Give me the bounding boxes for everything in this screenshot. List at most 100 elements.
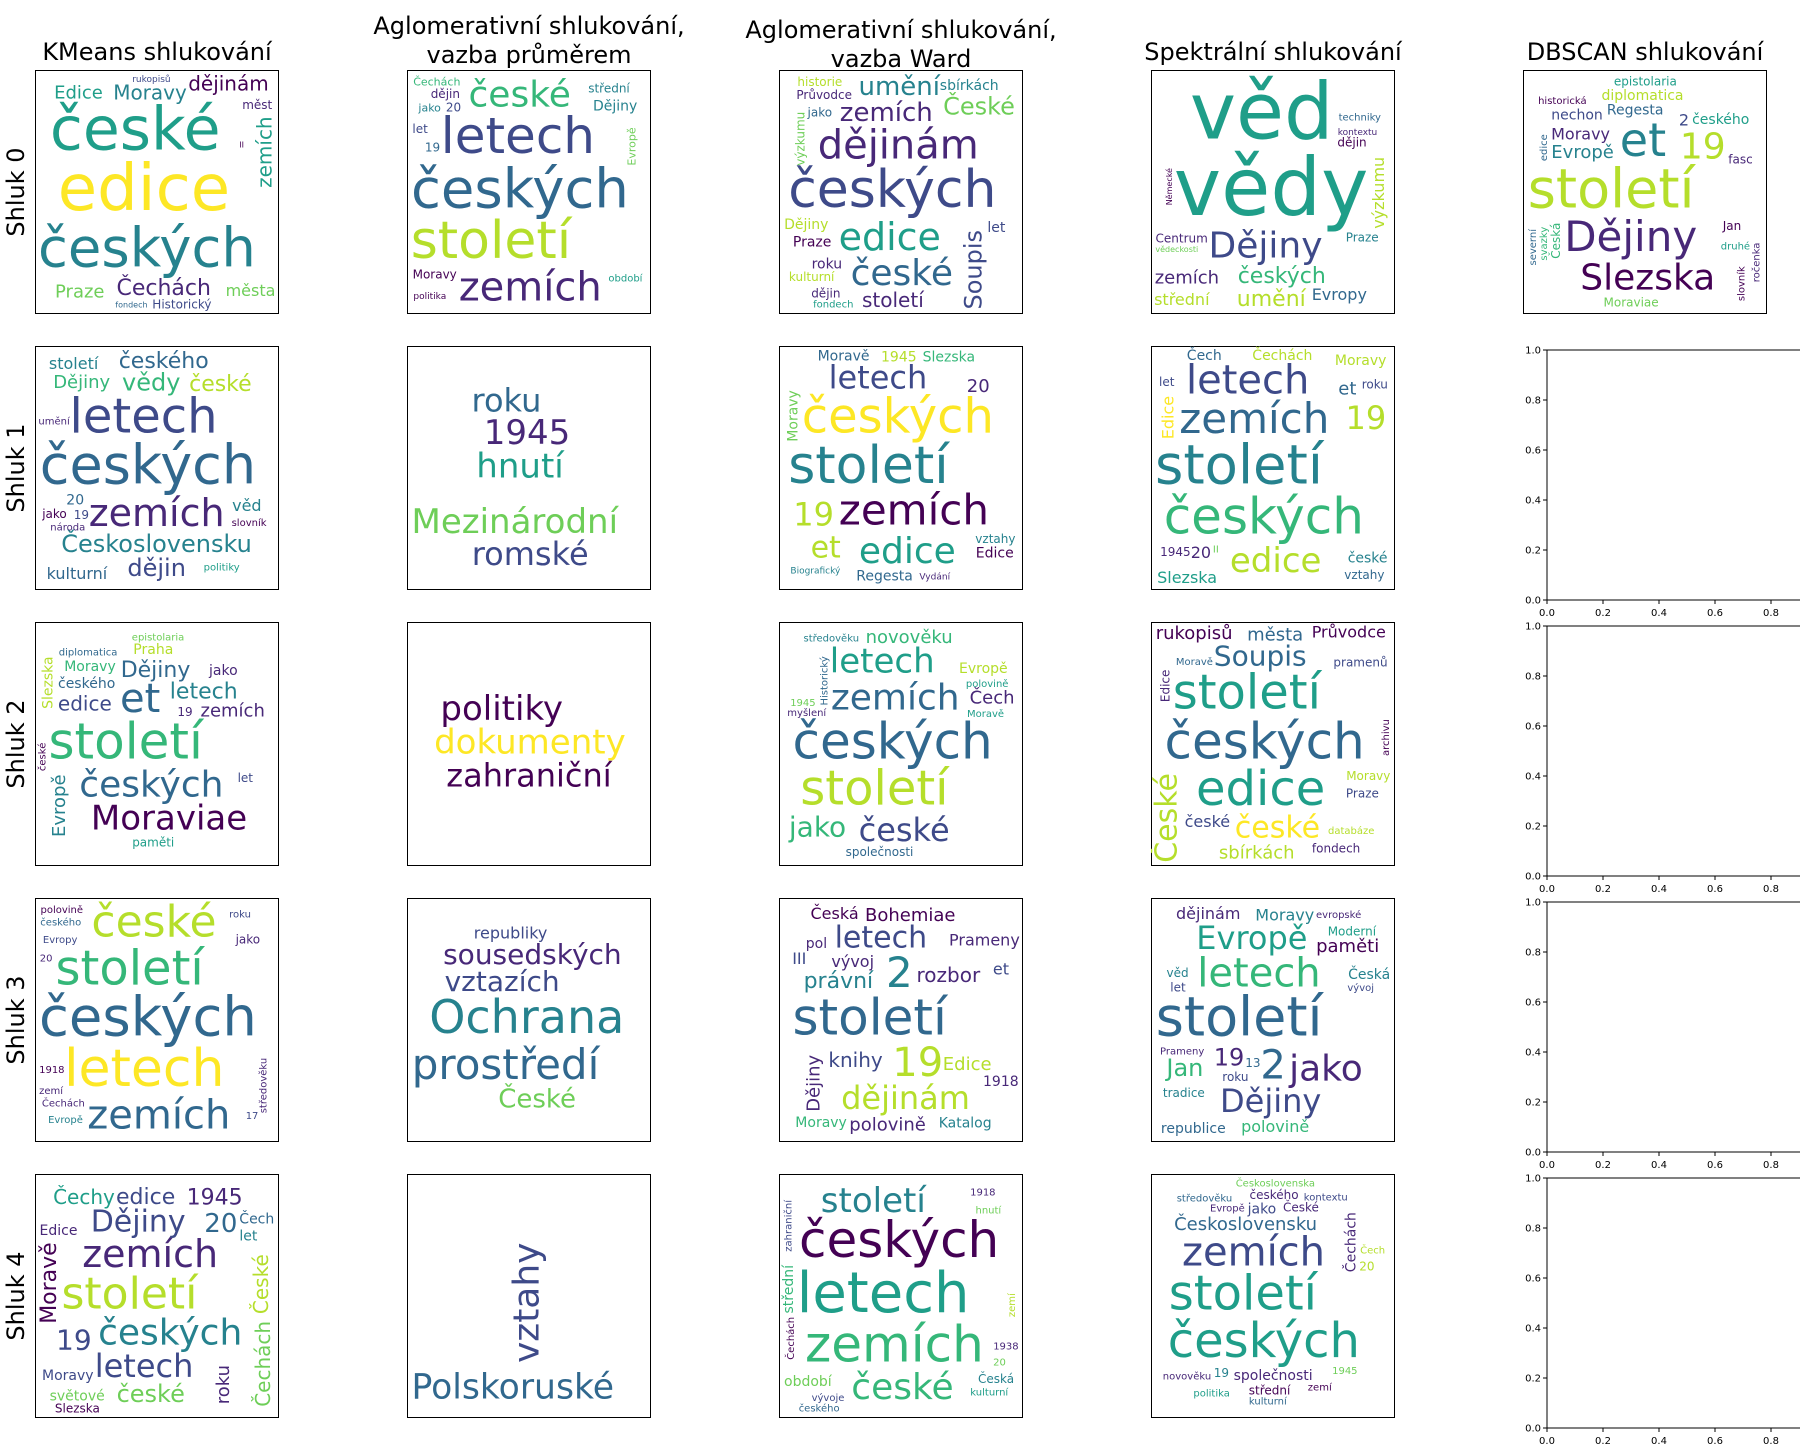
- cloud-word: Čech: [239, 1210, 274, 1228]
- cloud-word: 20: [446, 101, 461, 115]
- cloud-word: 19: [425, 141, 440, 155]
- cloud-word: 20: [1359, 1259, 1374, 1273]
- cloud-word: Čechách: [1252, 346, 1312, 364]
- cloud-word: právní: [804, 969, 874, 994]
- cloud-word: Česká: [978, 1371, 1014, 1386]
- panel-r2-c1: dokumenty politiky zahraniční: [407, 622, 651, 866]
- cloud-word: historická: [1538, 95, 1587, 107]
- cloud-word: edice: [839, 215, 941, 259]
- cloud-word: novověku: [866, 627, 953, 648]
- cloud-word: jako: [807, 105, 833, 119]
- cloud-word: České: [1151, 773, 1184, 863]
- cloud-word: českých: [799, 1211, 999, 1269]
- cloud-word: střední: [588, 82, 630, 96]
- cloud-word: zemích: [1179, 394, 1329, 443]
- cloud-word: 1918: [970, 1188, 995, 1199]
- panel-r1-c1: hnutí 1945 Mezinárodní roku romské: [407, 346, 651, 590]
- x-tick-label: 0.2: [1595, 608, 1611, 619]
- cloud-word: jako: [1288, 1049, 1363, 1090]
- cloud-word: diplomatica: [59, 647, 118, 658]
- cloud-word: vědy: [1174, 141, 1369, 234]
- cloud-word: věd: [1167, 966, 1189, 980]
- cloud-word: 20: [204, 1209, 237, 1239]
- panel-r3-c1: Ochrana prostředí vztazích sousedských České…: [407, 898, 651, 1142]
- cloud-word: Moravy: [42, 1368, 94, 1384]
- cloud-word: edice: [859, 531, 956, 572]
- cloud-word: České: [498, 1082, 576, 1114]
- cloud-word: Česká: [811, 904, 859, 923]
- x-tick-label: 0.6: [1707, 608, 1723, 619]
- cloud-word: výzkumu: [794, 112, 808, 166]
- x-tick-label: 0.2: [1595, 1160, 1611, 1171]
- cloud-word: letech: [441, 107, 595, 165]
- cloud-word: 1945: [1160, 545, 1191, 559]
- cloud-word: 19: [1214, 1044, 1245, 1072]
- cloud-word: polovině: [849, 1115, 926, 1136]
- cloud-word: II: [239, 140, 244, 149]
- cloud-word: 1938: [993, 1341, 1018, 1352]
- cloud-word: polovině: [966, 678, 1009, 690]
- cloud-word: století: [821, 1181, 928, 1221]
- cloud-word: Moravy: [1335, 353, 1387, 369]
- y-tick-label: 0.8: [1525, 948, 1541, 959]
- cloud-word: Moravy: [795, 1115, 847, 1131]
- cloud-word: polovině: [1241, 1117, 1309, 1136]
- cloud-word: Čech: [1187, 346, 1222, 364]
- cloud-word: Edice: [943, 1054, 992, 1075]
- cloud-word: české: [117, 1380, 185, 1408]
- cloud-word: Dějiny: [784, 217, 828, 233]
- cloud-word: Evropy: [43, 935, 78, 946]
- cloud-word: věd: [1190, 70, 1334, 158]
- cloud-word: Polskoruské: [412, 1368, 615, 1408]
- cloud-word: českého: [1692, 112, 1749, 128]
- cloud-word: Edice: [1158, 396, 1177, 439]
- cloud-word: střední: [1154, 290, 1210, 309]
- cloud-word: českých: [793, 712, 993, 770]
- cloud-word: Československu: [1174, 1213, 1317, 1235]
- cloud-word: Evropě: [1551, 142, 1614, 163]
- cloud-word: jako: [235, 933, 261, 947]
- cloud-word: Moravy: [413, 268, 457, 282]
- cloud-word: paměti: [132, 836, 174, 850]
- cloud-word: epistolaria: [132, 633, 184, 644]
- cloud-word: vědeckosti: [1155, 245, 1198, 254]
- cloud-frame: [779, 898, 1023, 1142]
- y-tick-label: 0.0: [1525, 1148, 1541, 1159]
- cloud-word: zemí: [1006, 1292, 1018, 1317]
- cloud-word: století: [411, 211, 573, 271]
- cloud-word: edice: [116, 1185, 175, 1210]
- cloud-word: rukopisů: [132, 74, 170, 85]
- column-title-2: Aglomerativní shlukování, vazba průměrem: [373, 12, 685, 69]
- cloud-word: českých: [411, 158, 629, 221]
- panel-r3-c3: století letech 2 jako Evropě Dějiny 19 Jan pamět…: [1151, 898, 1395, 1142]
- cloud-word: 20: [66, 492, 84, 508]
- cloud-word: období: [784, 1374, 833, 1390]
- cloud-word: Moravy: [1346, 769, 1390, 783]
- cloud-word: české: [50, 95, 221, 165]
- cloud-word: Evropy: [1312, 285, 1367, 304]
- cloud-word: Čechách: [413, 76, 460, 89]
- cloud-word: české: [469, 74, 571, 115]
- cloud-word: české: [189, 372, 252, 397]
- cloud-word: zemích: [831, 678, 960, 719]
- cloud-word: vztazích: [445, 965, 560, 998]
- panel-r0-c0: edice českých české Čechách Moravy zemích ději…: [35, 70, 279, 314]
- cloud-word: českých: [98, 1313, 242, 1354]
- y-tick-label: 0.0: [1525, 872, 1541, 883]
- y-tick-label: 0.8: [1525, 1224, 1541, 1235]
- cloud-word: fasc: [1728, 153, 1752, 167]
- empty-axes-frame: [1546, 625, 1800, 877]
- row-label-1: Shluk 1: [2, 423, 30, 513]
- cloud-word: edice: [58, 152, 230, 226]
- cloud-word: dokumenty: [434, 723, 626, 763]
- cloud-word: 2: [1260, 1043, 1285, 1089]
- cloud-word: 1945: [484, 413, 571, 453]
- cloud-word: fondech: [1312, 842, 1360, 856]
- cloud-word: Čechách: [251, 1321, 275, 1407]
